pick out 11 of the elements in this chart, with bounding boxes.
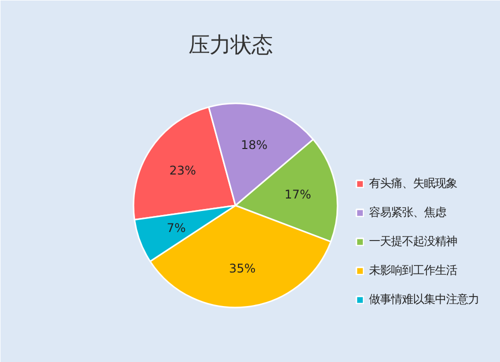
legend-label: 做事情难以集中注意力: [369, 292, 479, 307]
legend-label: 未影响到工作生活: [369, 263, 457, 278]
legend-label: 一天提不起没精神: [369, 234, 457, 249]
data-label: 23%: [169, 164, 196, 178]
data-label: 7%: [166, 220, 186, 235]
legend-label: 有头痛、失眠现象: [369, 176, 457, 191]
data-label: 17%: [284, 188, 312, 202]
data-label: 35%: [228, 261, 256, 276]
legend-label: 容易紧张、焦虑: [369, 205, 446, 220]
chart-title: 压力状态: [188, 33, 272, 58]
data-label: 18%: [240, 138, 268, 152]
